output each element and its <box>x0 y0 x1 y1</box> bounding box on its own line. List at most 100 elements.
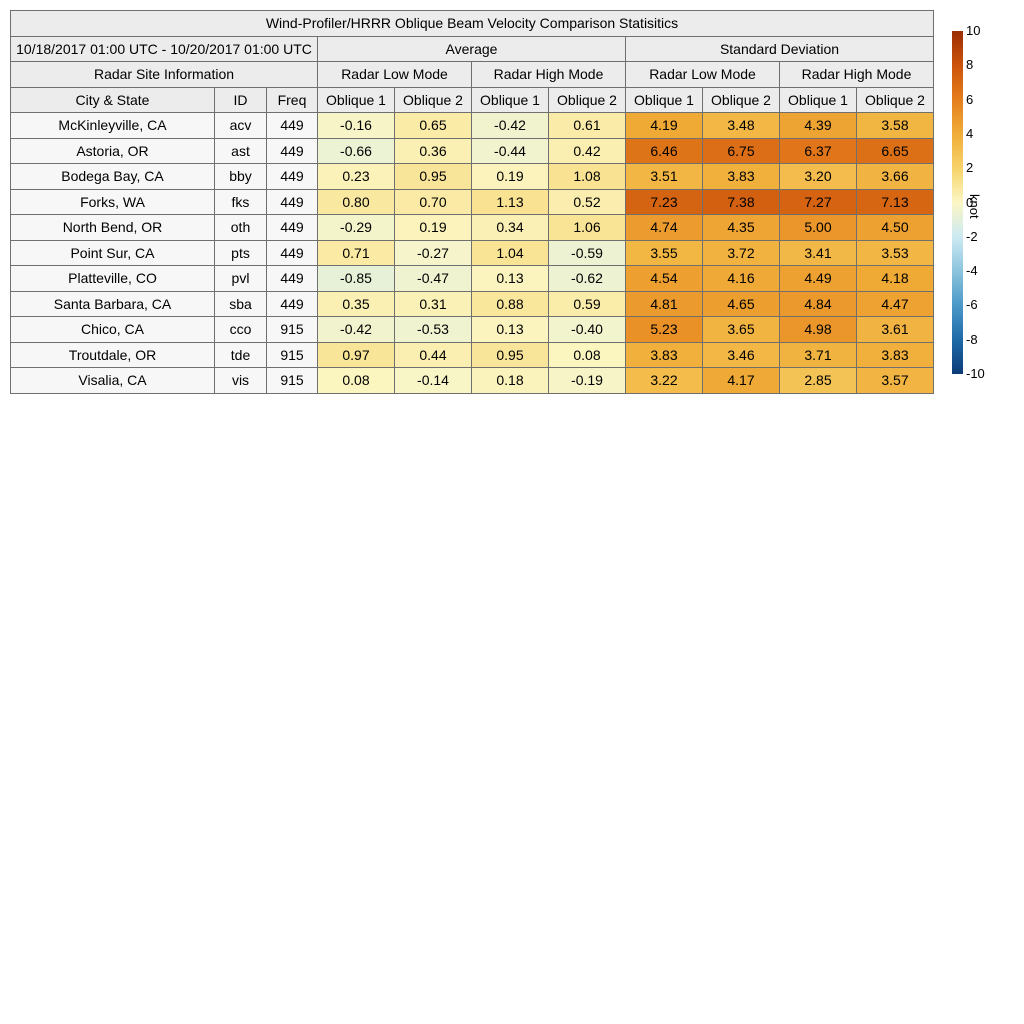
date-range: 10/18/2017 01:00 UTC - 10/20/2017 01:00 … <box>10 35 318 62</box>
std-high-ob2-cell: 6.65 <box>856 137 934 164</box>
std-high-ob2-cell: 4.47 <box>856 290 934 317</box>
avg-low-ob2-cell: 0.70 <box>394 188 472 215</box>
avg-high-ob2-cell: 0.52 <box>548 188 626 215</box>
std-low-ob1-cell: 5.23 <box>625 316 703 343</box>
avg-high-ob2-cell: -0.19 <box>548 367 626 394</box>
table-row: Platteville, CO pvl 449 -0.85 -0.47 0.13 -0.62… <box>10 265 934 292</box>
avg-high-ob2-cell: -0.59 <box>548 239 626 266</box>
table-row: Point Sur, CA pts 449 0.71 -0.27 1.04 -0.59 3.5… <box>10 239 934 266</box>
std-low-ob1-cell: 3.51 <box>625 163 703 190</box>
std-high-ob1-cell: 4.49 <box>779 265 857 292</box>
std-low-ob2-cell: 3.83 <box>702 163 780 190</box>
colorbar-tick-label: 10 <box>966 23 981 38</box>
std-low-ob1-cell: 3.83 <box>625 341 703 368</box>
std-low-mode-header: Radar Low Mode <box>625 61 780 88</box>
site-id-cell: ast <box>214 137 267 164</box>
col-city-header: City & State <box>10 86 215 113</box>
std-low-ob2-cell: 4.16 <box>702 265 780 292</box>
std-low-ob2-cell: 3.72 <box>702 239 780 266</box>
std-high-ob2-cell: 3.61 <box>856 316 934 343</box>
site-city-cell: Point Sur, CA <box>10 239 215 266</box>
table-title: Wind-Profiler/HRRR Oblique Beam Velocity… <box>10 10 934 37</box>
avg-high-ob1-cell: 0.95 <box>471 341 549 368</box>
col-id-header: ID <box>214 86 267 113</box>
avg-high-ob2-cell: -0.62 <box>548 265 626 292</box>
avg-low-ob2-cell: -0.53 <box>394 316 472 343</box>
avg-high-ob1-cell: 1.04 <box>471 239 549 266</box>
col-std-low-ob1-header: Oblique 1 <box>625 86 703 113</box>
table-row: Visalia, CA vis 915 0.08 -0.14 0.18 -0.19 3.22 4… <box>10 367 934 394</box>
col-avg-low-ob2-header: Oblique 2 <box>394 86 472 113</box>
std-high-ob1-cell: 7.27 <box>779 188 857 215</box>
std-low-ob2-cell: 4.35 <box>702 214 780 241</box>
col-avg-high-ob2-header: Oblique 2 <box>548 86 626 113</box>
avg-high-ob2-cell: 1.08 <box>548 163 626 190</box>
std-high-ob2-cell: 3.58 <box>856 112 934 139</box>
col-avg-low-ob1-header: Oblique 1 <box>317 86 395 113</box>
std-low-ob2-cell: 3.48 <box>702 112 780 139</box>
std-low-ob1-cell: 4.19 <box>625 112 703 139</box>
site-id-cell: pvl <box>214 265 267 292</box>
site-freq-cell: 915 <box>266 316 318 343</box>
std-high-ob2-cell: 4.50 <box>856 214 934 241</box>
avg-low-ob1-cell: 0.08 <box>317 367 395 394</box>
site-city-cell: Troutdale, OR <box>10 341 215 368</box>
avg-high-ob1-cell: -0.42 <box>471 112 549 139</box>
avg-high-ob1-cell: 0.18 <box>471 367 549 394</box>
colorbar-tick-label: 4 <box>966 125 974 141</box>
avg-high-ob2-cell: 0.59 <box>548 290 626 317</box>
col-std-high-ob2-header: Oblique 2 <box>856 86 934 113</box>
table-row: Bodega Bay, CA bby 449 0.23 0.95 0.19 1.08 3.51… <box>10 163 934 190</box>
col-std-low-ob2-header: Oblique 2 <box>702 86 780 113</box>
std-low-ob1-cell: 4.54 <box>625 265 703 292</box>
site-id-cell: oth <box>214 214 267 241</box>
colorbar-tick-label: 0 <box>966 194 974 210</box>
site-city-cell: Platteville, CO <box>10 265 215 292</box>
avg-low-ob1-cell: -0.85 <box>317 265 395 292</box>
col-avg-high-ob1-header: Oblique 1 <box>471 86 549 113</box>
site-freq-cell: 915 <box>266 341 318 368</box>
site-id-cell: cco <box>214 316 267 343</box>
std-low-ob2-cell: 7.38 <box>702 188 780 215</box>
colorbar-tick-label: -4 <box>966 263 978 279</box>
site-id-cell: pts <box>214 239 267 266</box>
std-high-ob2-cell: 3.83 <box>856 341 934 368</box>
avg-low-ob2-cell: 0.65 <box>394 112 472 139</box>
std-low-ob1-cell: 3.22 <box>625 367 703 394</box>
avg-low-mode-header: Radar Low Mode <box>317 61 472 88</box>
std-high-ob1-cell: 4.84 <box>779 290 857 317</box>
table-body: McKinleyville, CA acv 449 -0.16 0.65 -0.42 0.6… <box>10 112 934 394</box>
std-high-ob1-cell: 2.85 <box>779 367 857 394</box>
std-low-ob1-cell: 6.46 <box>625 137 703 164</box>
avg-high-ob1-cell: 0.34 <box>471 214 549 241</box>
site-city-cell: Forks, WA <box>10 188 215 215</box>
avg-low-ob1-cell: 0.71 <box>317 239 395 266</box>
colorbar-tick-label: 6 <box>966 91 974 107</box>
site-freq-cell: 449 <box>266 188 318 215</box>
std-high-ob1-cell: 4.98 <box>779 316 857 343</box>
std-low-ob1-cell: 3.55 <box>625 239 703 266</box>
site-city-cell: Chico, CA <box>10 316 215 343</box>
avg-high-ob1-cell: 0.13 <box>471 265 549 292</box>
site-freq-cell: 915 <box>266 367 318 394</box>
site-freq-cell: 449 <box>266 214 318 241</box>
site-freq-cell: 449 <box>266 239 318 266</box>
comparison-table: Wind-Profiler/HRRR Oblique Beam Velocity… <box>10 10 934 394</box>
std-high-ob1-cell: 6.37 <box>779 137 857 164</box>
site-id-cell: bby <box>214 163 267 190</box>
site-freq-cell: 449 <box>266 112 318 139</box>
avg-high-ob2-cell: 0.42 <box>548 137 626 164</box>
table-row: North Bend, OR oth 449 -0.29 0.19 0.34 1.06 4.7… <box>10 214 934 241</box>
table-row: Forks, WA fks 449 0.80 0.70 1.13 0.52 7.23 7.38 7… <box>10 188 934 215</box>
avg-low-ob2-cell: -0.47 <box>394 265 472 292</box>
std-low-ob2-cell: 3.46 <box>702 341 780 368</box>
colorbar-unit-label: knot <box>967 194 982 219</box>
site-city-cell: Santa Barbara, CA <box>10 290 215 317</box>
avg-low-ob1-cell: 0.23 <box>317 163 395 190</box>
avg-low-ob2-cell: 0.95 <box>394 163 472 190</box>
group-std-dev: Standard Deviation <box>625 35 934 62</box>
avg-high-mode-header: Radar High Mode <box>471 61 626 88</box>
table-row: Troutdale, OR tde 915 0.97 0.44 0.95 0.08 3.83 3… <box>10 341 934 368</box>
std-low-ob2-cell: 4.17 <box>702 367 780 394</box>
avg-low-ob1-cell: -0.42 <box>317 316 395 343</box>
